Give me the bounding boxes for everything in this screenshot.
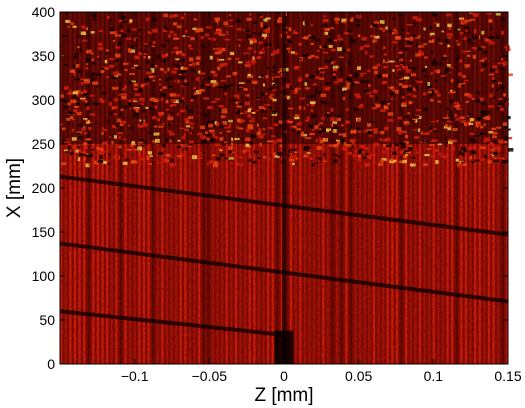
y-tick-label: 350 (32, 48, 56, 64)
center-dark-block (274, 330, 294, 364)
diagonal-dark-line (59, 174, 509, 237)
speckle (507, 148, 514, 152)
center-dark-line (282, 12, 286, 364)
x-tick-label: −0.1 (121, 368, 149, 384)
heatmap-area (59, 12, 514, 364)
x-axis-label: Z [mm] (254, 385, 313, 406)
x-tick-label: −0.05 (192, 368, 228, 384)
diagonal-dark-line (59, 241, 509, 304)
y-tick-label: 0 (47, 356, 55, 372)
axes: −0.1 −0.05 0 0.05 0.1 0.15 0 50 100 150 200 250 300 3… (32, 4, 522, 384)
y-tick-label: 150 (32, 224, 56, 240)
x-tick-label: 0.1 (424, 368, 444, 384)
x-tick-label: 0 (280, 368, 288, 384)
speckle (506, 137, 513, 140)
speckle (507, 73, 513, 76)
diagonal-dark-line (59, 309, 285, 337)
y-axis-label: X [mm] (4, 158, 25, 218)
y-tick-label: 50 (39, 312, 55, 328)
y-tick-label: 100 (32, 268, 56, 284)
x-tick-label: 0.15 (494, 368, 521, 384)
y-tick-label: 250 (32, 136, 56, 152)
y-tick-label: 200 (32, 180, 56, 196)
y-tick-label: 300 (32, 92, 56, 108)
speckle (507, 128, 511, 131)
x-tick-label: 0.05 (345, 368, 372, 384)
y-tick-label: 400 (32, 4, 56, 20)
diagonal-lines (59, 174, 509, 337)
